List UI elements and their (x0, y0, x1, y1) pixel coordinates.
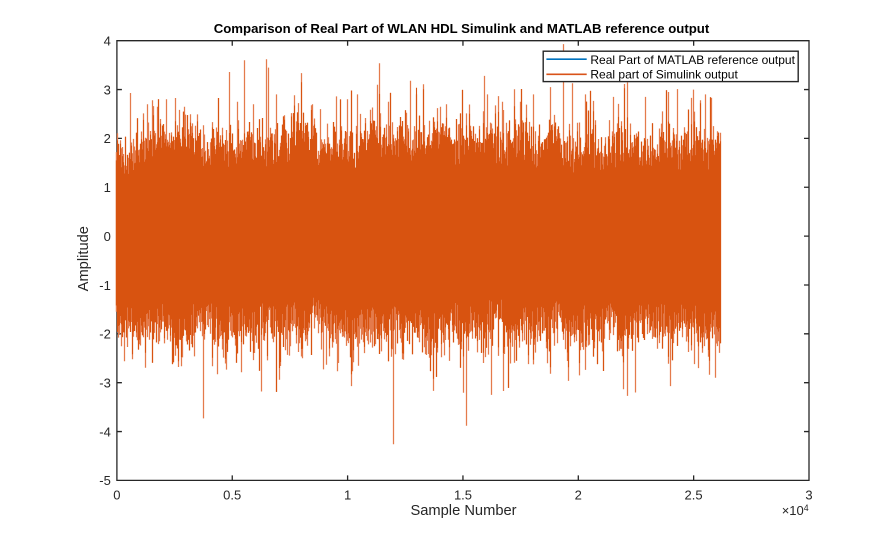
svg-text:1.5: 1.5 (454, 488, 472, 503)
svg-text:0: 0 (104, 229, 111, 244)
svg-text:3: 3 (805, 488, 812, 503)
svg-text:4: 4 (104, 34, 111, 49)
svg-text:1: 1 (104, 180, 111, 195)
svg-text:Sample Number: Sample Number (410, 503, 516, 519)
svg-text:2: 2 (575, 488, 582, 503)
svg-text:2.5: 2.5 (685, 488, 703, 503)
svg-text:-3: -3 (99, 376, 111, 391)
svg-text:-4: -4 (99, 424, 111, 439)
svg-text:Real part of Simulink output: Real part of Simulink output (590, 68, 738, 82)
svg-text:Comparison of Real Part of WLA: Comparison of Real Part of WLAN HDL Simu… (214, 21, 710, 36)
svg-text:-2: -2 (99, 327, 111, 342)
svg-text:-1: -1 (99, 278, 111, 293)
svg-text:1: 1 (344, 488, 351, 503)
svg-text:Amplitude: Amplitude (76, 226, 92, 291)
svg-text:×104: ×104 (782, 503, 809, 518)
svg-text:0.5: 0.5 (223, 488, 241, 503)
svg-text:-5: -5 (99, 473, 111, 488)
svg-text:2: 2 (104, 131, 111, 146)
svg-text:3: 3 (104, 82, 111, 97)
svg-text:Real Part of MATLAB reference: Real Part of MATLAB reference output (590, 53, 795, 67)
svg-text:0: 0 (113, 488, 120, 503)
